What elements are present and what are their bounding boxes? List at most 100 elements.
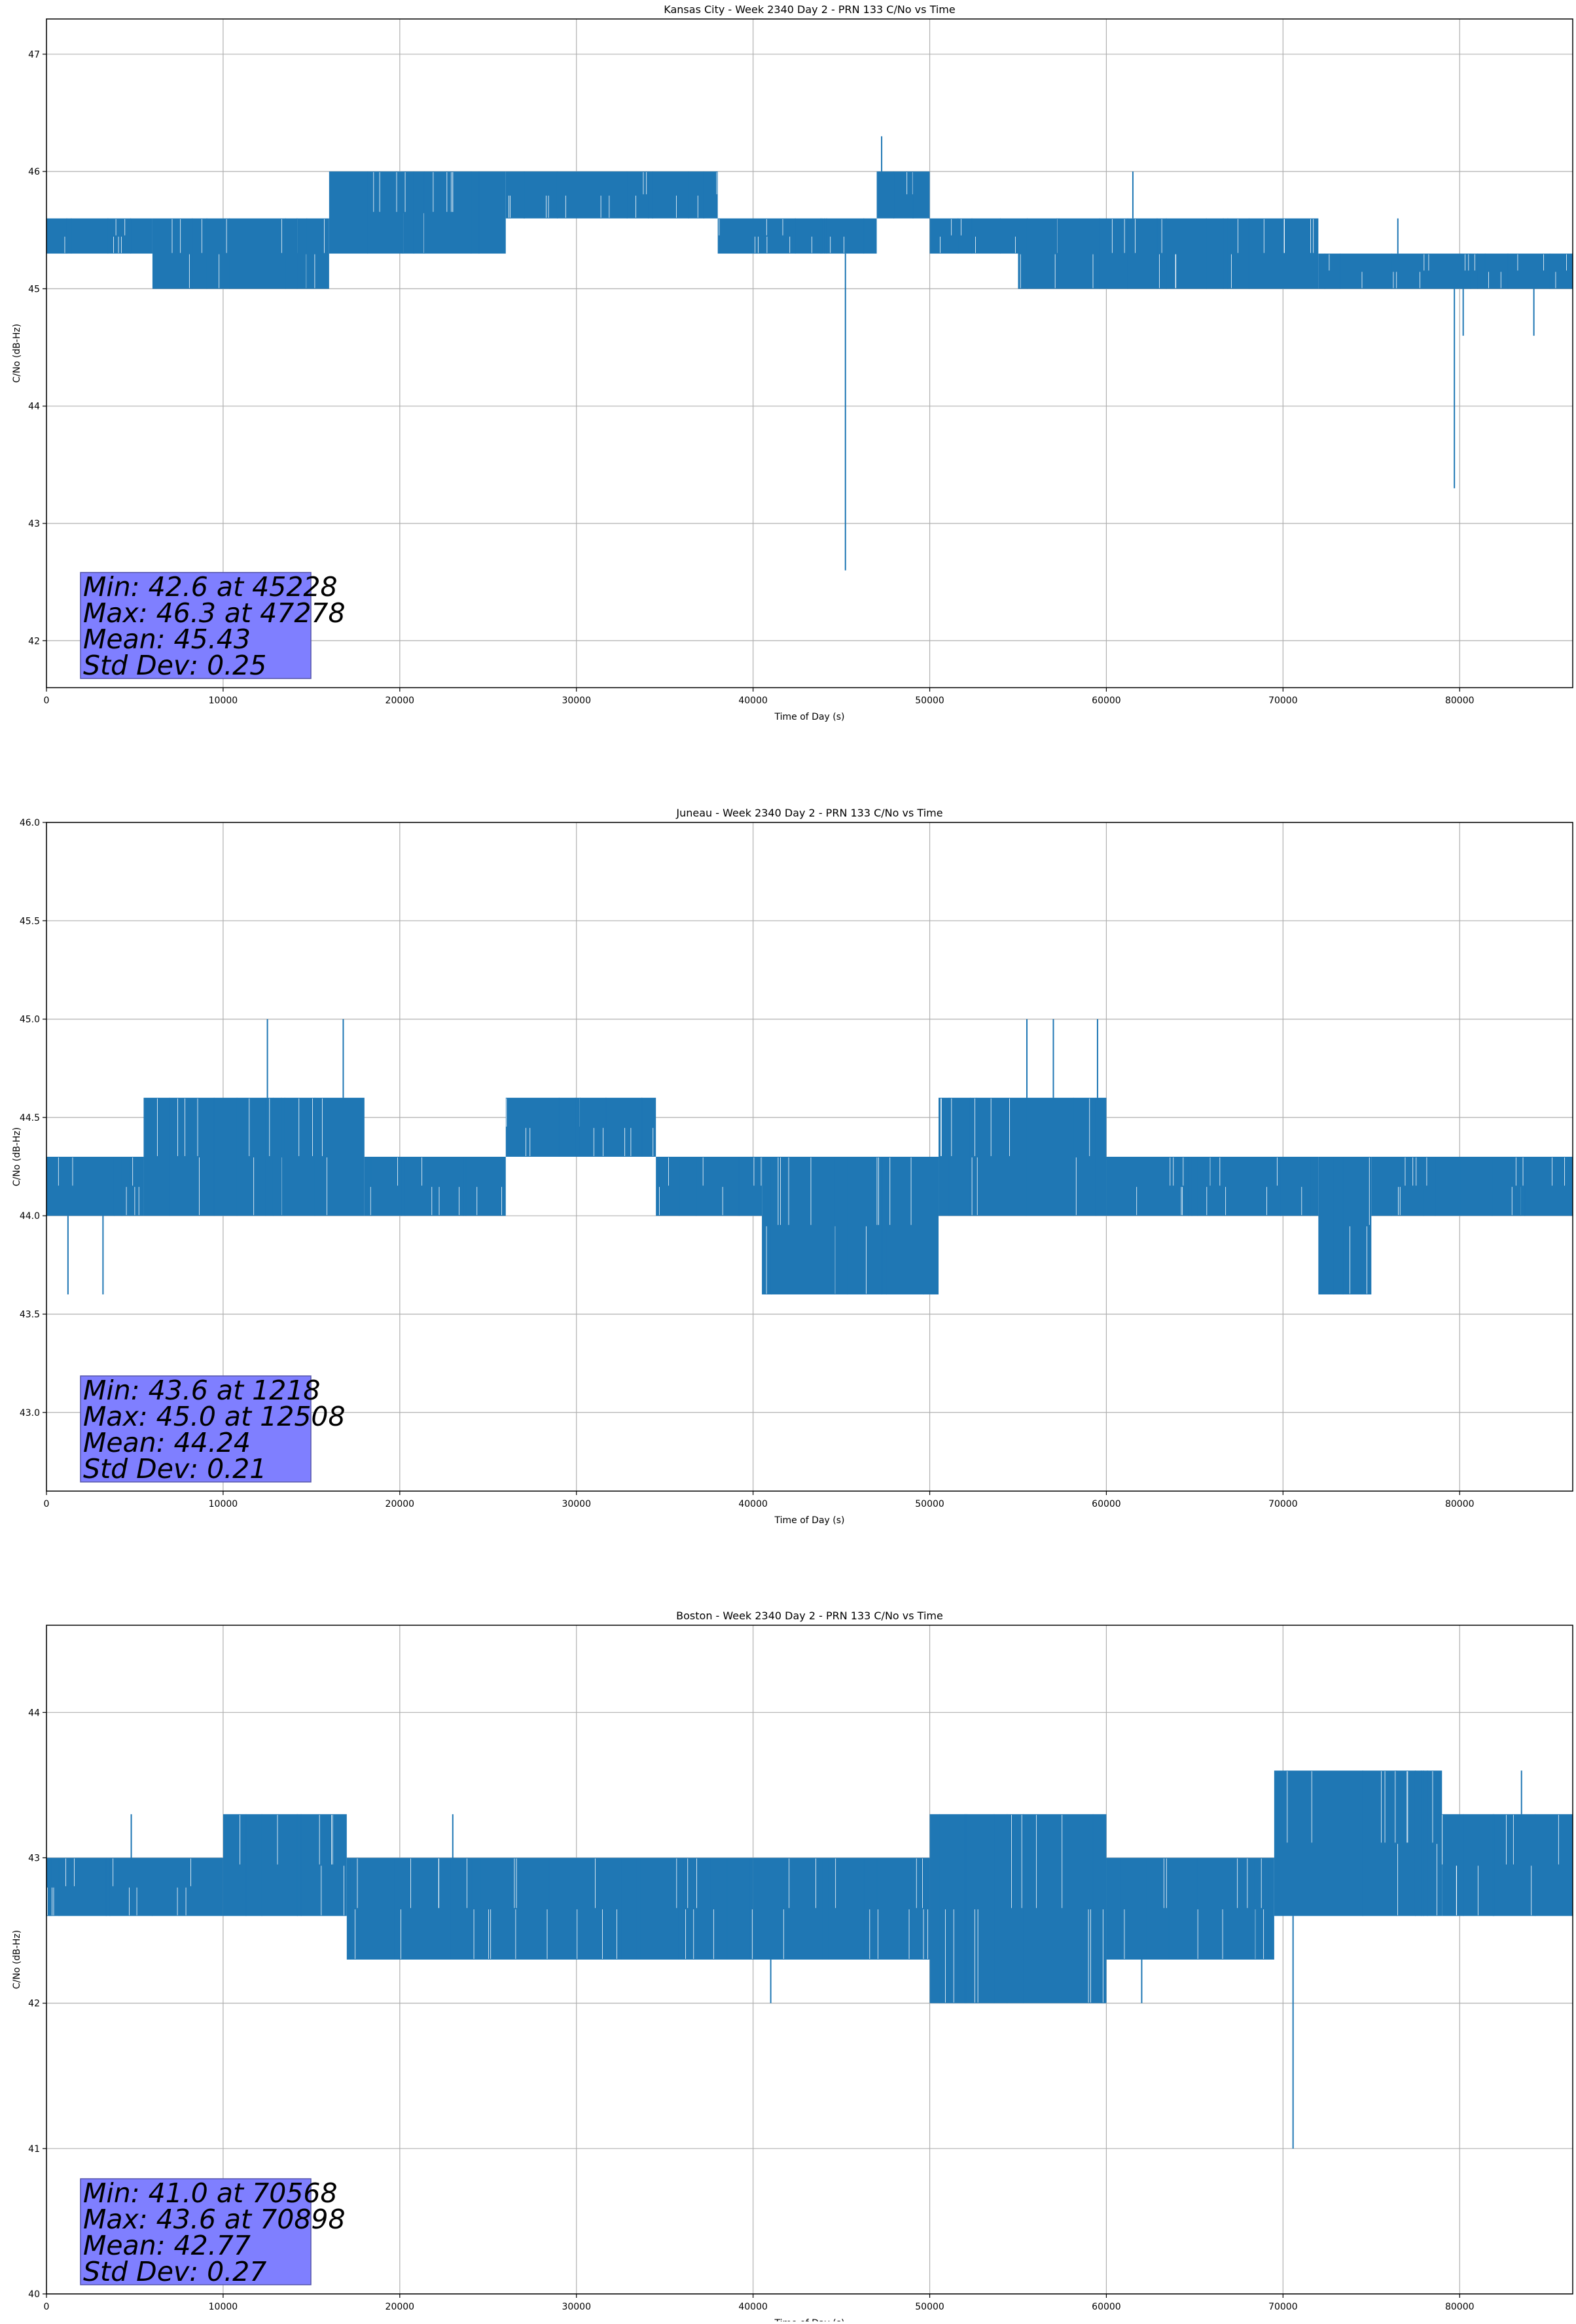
y-tick-label: 44: [28, 402, 40, 412]
series-band: [152, 218, 329, 289]
stats-std-text: Std Dev: 0.21: [83, 1453, 266, 1485]
chart-panel-3: 0 10000 20000 30000 40000 50000 60000 70000 8000…: [12, 1610, 1573, 2324]
x-tick-label: 70000: [1268, 695, 1298, 706]
x-tick-label: 20000: [385, 2302, 415, 2312]
y-tick-label: 46.0: [20, 818, 40, 828]
x-tick-label: 20000: [385, 695, 415, 706]
axes-frame: [46, 822, 1573, 1492]
stats-mean-text: Mean: 44.24: [83, 1427, 251, 1458]
series-band: [656, 1157, 762, 1216]
x-tick-label: 80000: [1445, 1499, 1475, 1509]
series-band: [717, 218, 877, 254]
chart-panel-2: 0 10000 20000 30000 40000 50000 60000 70000 8000…: [12, 807, 1573, 1526]
y-axis-label: C/No (dB-Hz): [12, 1127, 22, 1186]
series-band: [329, 171, 506, 254]
x-tick-label: 60000: [1092, 1499, 1121, 1509]
x-tick-label: 60000: [1092, 695, 1121, 706]
y-tick-label: 41: [28, 2144, 40, 2155]
stats-min-text: Min: 43.6 at 1218: [83, 1375, 321, 1406]
series-band: [762, 1157, 939, 1295]
series-band: [939, 1097, 1107, 1216]
x-tick-label: 80000: [1445, 695, 1475, 706]
y-tick-label: 43.5: [20, 1309, 40, 1320]
stats-min-text: Min: 41.0 at 70568: [83, 2177, 338, 2209]
cno-series: [46, 1770, 1573, 2149]
series-band: [1106, 1857, 1274, 1960]
y-tick-label: 47: [28, 50, 40, 60]
y-tick-label: 44.0: [20, 1211, 40, 1222]
x-tick-label: 70000: [1268, 2302, 1298, 2312]
x-tick-label: 0: [44, 2302, 50, 2312]
chart-panel-1: 0 10000 20000 30000 40000 50000 60000 70000 8000…: [12, 3, 1573, 722]
cno-series: [46, 136, 1573, 571]
series-band: [1274, 1770, 1442, 1916]
x-axis-label: Time of Day (s): [774, 712, 845, 722]
stats-max-text: Max: 43.6 at 70898: [83, 2204, 346, 2235]
chart-title: Boston - Week 2340 Day 2 - PRN 133 C/No …: [676, 1610, 943, 1622]
x-tick-label: 40000: [738, 695, 768, 706]
y-tick-label: 42: [28, 636, 40, 646]
series-band: [505, 1097, 656, 1157]
series-band: [46, 1157, 144, 1216]
stats-box-background: [80, 1375, 312, 1483]
series-band: [1442, 1814, 1573, 1916]
stats-mean-text: Mean: 42.77: [83, 2230, 251, 2261]
stats-max-text: Max: 46.3 at 47278: [83, 597, 346, 629]
stats-max-text: Max: 45.0 at 12508: [83, 1401, 346, 1432]
chart-title: Juneau - Week 2340 Day 2 - PRN 133 C/No …: [675, 807, 942, 819]
y-tick-label: 45: [28, 284, 40, 294]
x-tick-label: 10000: [209, 2302, 238, 2312]
x-tick-label: 10000: [209, 1499, 238, 1509]
series-band: [929, 218, 1018, 254]
series-band: [876, 171, 930, 219]
series-band: [1018, 218, 1319, 289]
series-band: [1371, 1157, 1573, 1216]
x-tick-label: 50000: [915, 695, 944, 706]
stats-std-text: Std Dev: 0.25: [83, 650, 266, 681]
x-tick-label: 40000: [738, 1499, 768, 1509]
x-axis-label: Time of Day (s): [774, 2318, 845, 2321]
x-tick-label: 60000: [1092, 2302, 1121, 2312]
y-axis-label: C/No (dB-Hz): [12, 1930, 22, 1989]
series-band: [1318, 1157, 1372, 1295]
y-tick-label: 44: [28, 1708, 40, 1718]
y-tick-label: 45.0: [20, 1015, 40, 1025]
y-tick-label: 45.5: [20, 916, 40, 926]
x-tick-label: 50000: [915, 2302, 944, 2312]
x-tick-label: 30000: [562, 1499, 591, 1509]
series-band: [46, 218, 152, 254]
series-band: [223, 1814, 347, 1916]
y-tick-label: 46: [28, 167, 40, 177]
y-tick-label: 43.0: [20, 1408, 40, 1418]
y-axis-ticks: 40 41 42 43 44: [28, 1708, 46, 2300]
axes-frame: [46, 1625, 1573, 2295]
series-band: [1106, 1157, 1319, 1216]
x-tick-label: 40000: [738, 2302, 768, 2312]
y-axis-ticks: 42 43 44 45 46 47: [28, 50, 46, 646]
stats-box-background: [80, 572, 312, 679]
stats-std-text: Std Dev: 0.27: [83, 2256, 266, 2287]
cno-series: [46, 1019, 1573, 1295]
stats-min-text: Min: 42.6 at 45228: [83, 571, 338, 603]
x-axis-ticks: 0 10000 20000 30000 40000 50000 60000 70000 8000…: [44, 1491, 1475, 1509]
y-tick-label: 40: [28, 2289, 40, 2300]
y-axis-ticks: 43.0 43.5 44.0 44.5 45.0 45.5 46.0: [20, 818, 46, 1418]
stats-mean-text: Mean: 45.43: [83, 624, 251, 655]
y-tick-label: 44.5: [20, 1113, 40, 1123]
x-tick-label: 30000: [562, 695, 591, 706]
series-band: [505, 171, 718, 219]
x-tick-label: 10000: [209, 695, 238, 706]
x-tick-label: 30000: [562, 2302, 591, 2312]
y-tick-label: 43: [28, 1853, 40, 1863]
x-axis-ticks: 0 10000 20000 30000 40000 50000 60000 70000 8000…: [44, 688, 1475, 706]
series-band: [46, 1857, 223, 1916]
x-tick-label: 0: [44, 1499, 50, 1509]
x-tick-label: 70000: [1268, 1499, 1298, 1509]
x-tick-label: 0: [44, 695, 50, 706]
stats-box-background: [80, 2178, 312, 2285]
